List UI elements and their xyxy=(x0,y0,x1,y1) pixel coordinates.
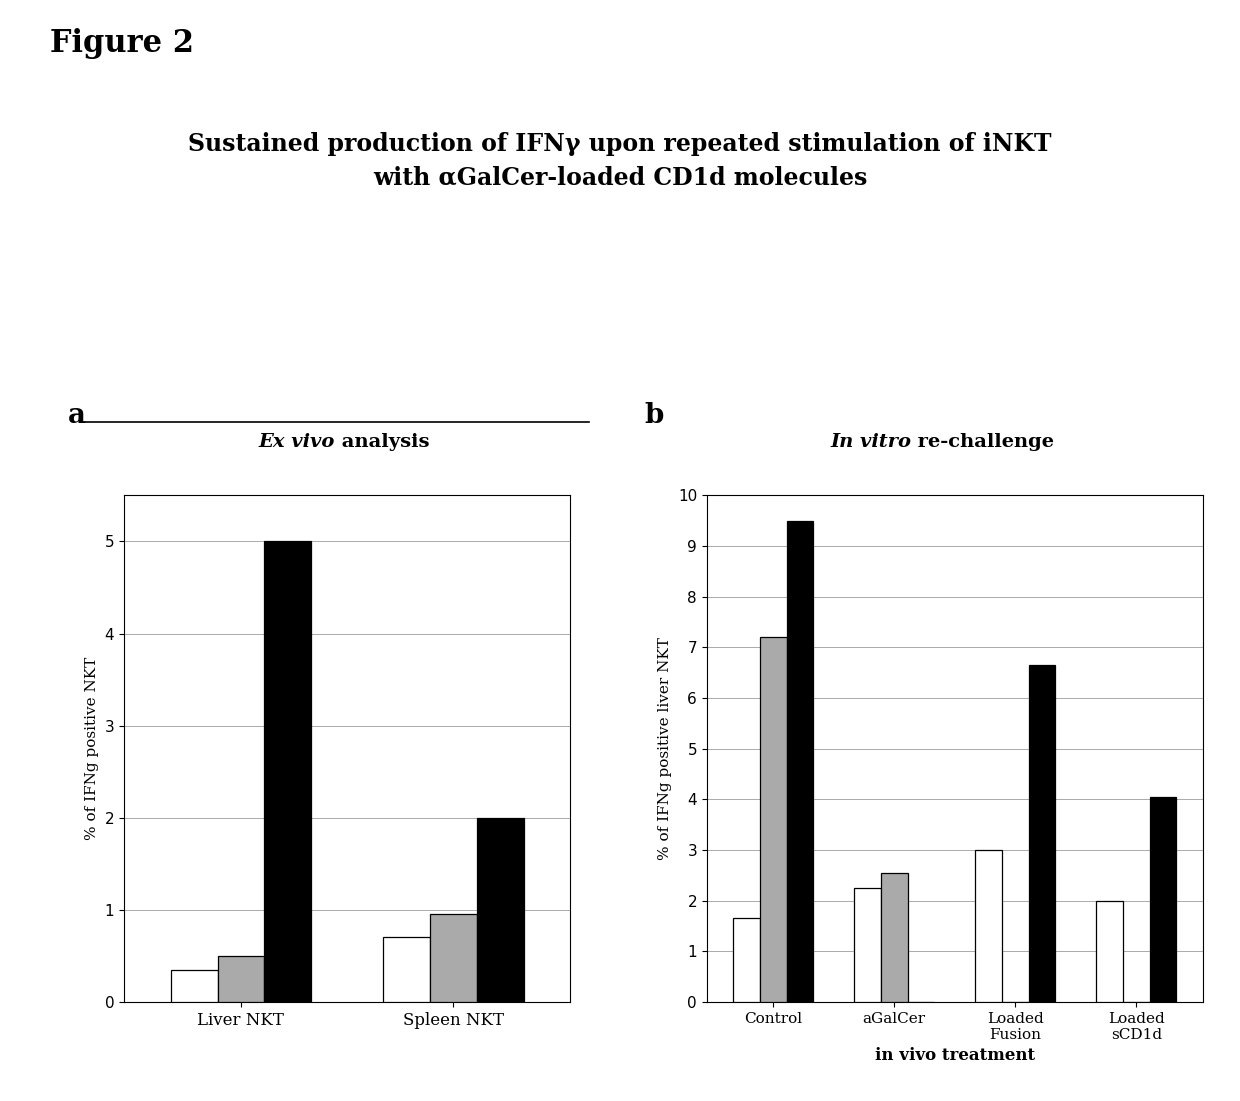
Bar xyxy=(264,542,311,1002)
Bar xyxy=(477,818,523,1002)
Text: In vitro: In vitro xyxy=(831,433,911,450)
Y-axis label: % of IFNg positive liver NKT: % of IFNg positive liver NKT xyxy=(658,637,672,860)
Bar xyxy=(171,970,217,1002)
Bar xyxy=(217,956,264,1002)
Bar xyxy=(786,521,813,1002)
Text: re-challenge: re-challenge xyxy=(911,433,1054,450)
Bar xyxy=(854,887,880,1002)
Text: Sustained production of IFNγ upon repeated stimulation of iNKT
with αGalCer-load: Sustained production of IFNγ upon repeat… xyxy=(188,132,1052,189)
Bar xyxy=(1029,665,1055,1002)
Bar xyxy=(1149,797,1177,1002)
Bar xyxy=(1096,901,1123,1002)
Bar xyxy=(383,937,430,1002)
Y-axis label: % of IFNg positive NKT: % of IFNg positive NKT xyxy=(86,657,99,840)
Text: analysis: analysis xyxy=(335,433,429,450)
Bar xyxy=(430,915,477,1002)
Bar xyxy=(880,873,908,1002)
Text: Figure 2: Figure 2 xyxy=(50,28,193,58)
Bar xyxy=(760,637,786,1002)
Text: a: a xyxy=(68,402,87,429)
X-axis label: in vivo treatment: in vivo treatment xyxy=(874,1047,1035,1065)
Bar xyxy=(733,918,760,1002)
Text: b: b xyxy=(645,402,665,429)
Bar xyxy=(976,850,1002,1002)
Text: Ex vivo: Ex vivo xyxy=(258,433,335,450)
